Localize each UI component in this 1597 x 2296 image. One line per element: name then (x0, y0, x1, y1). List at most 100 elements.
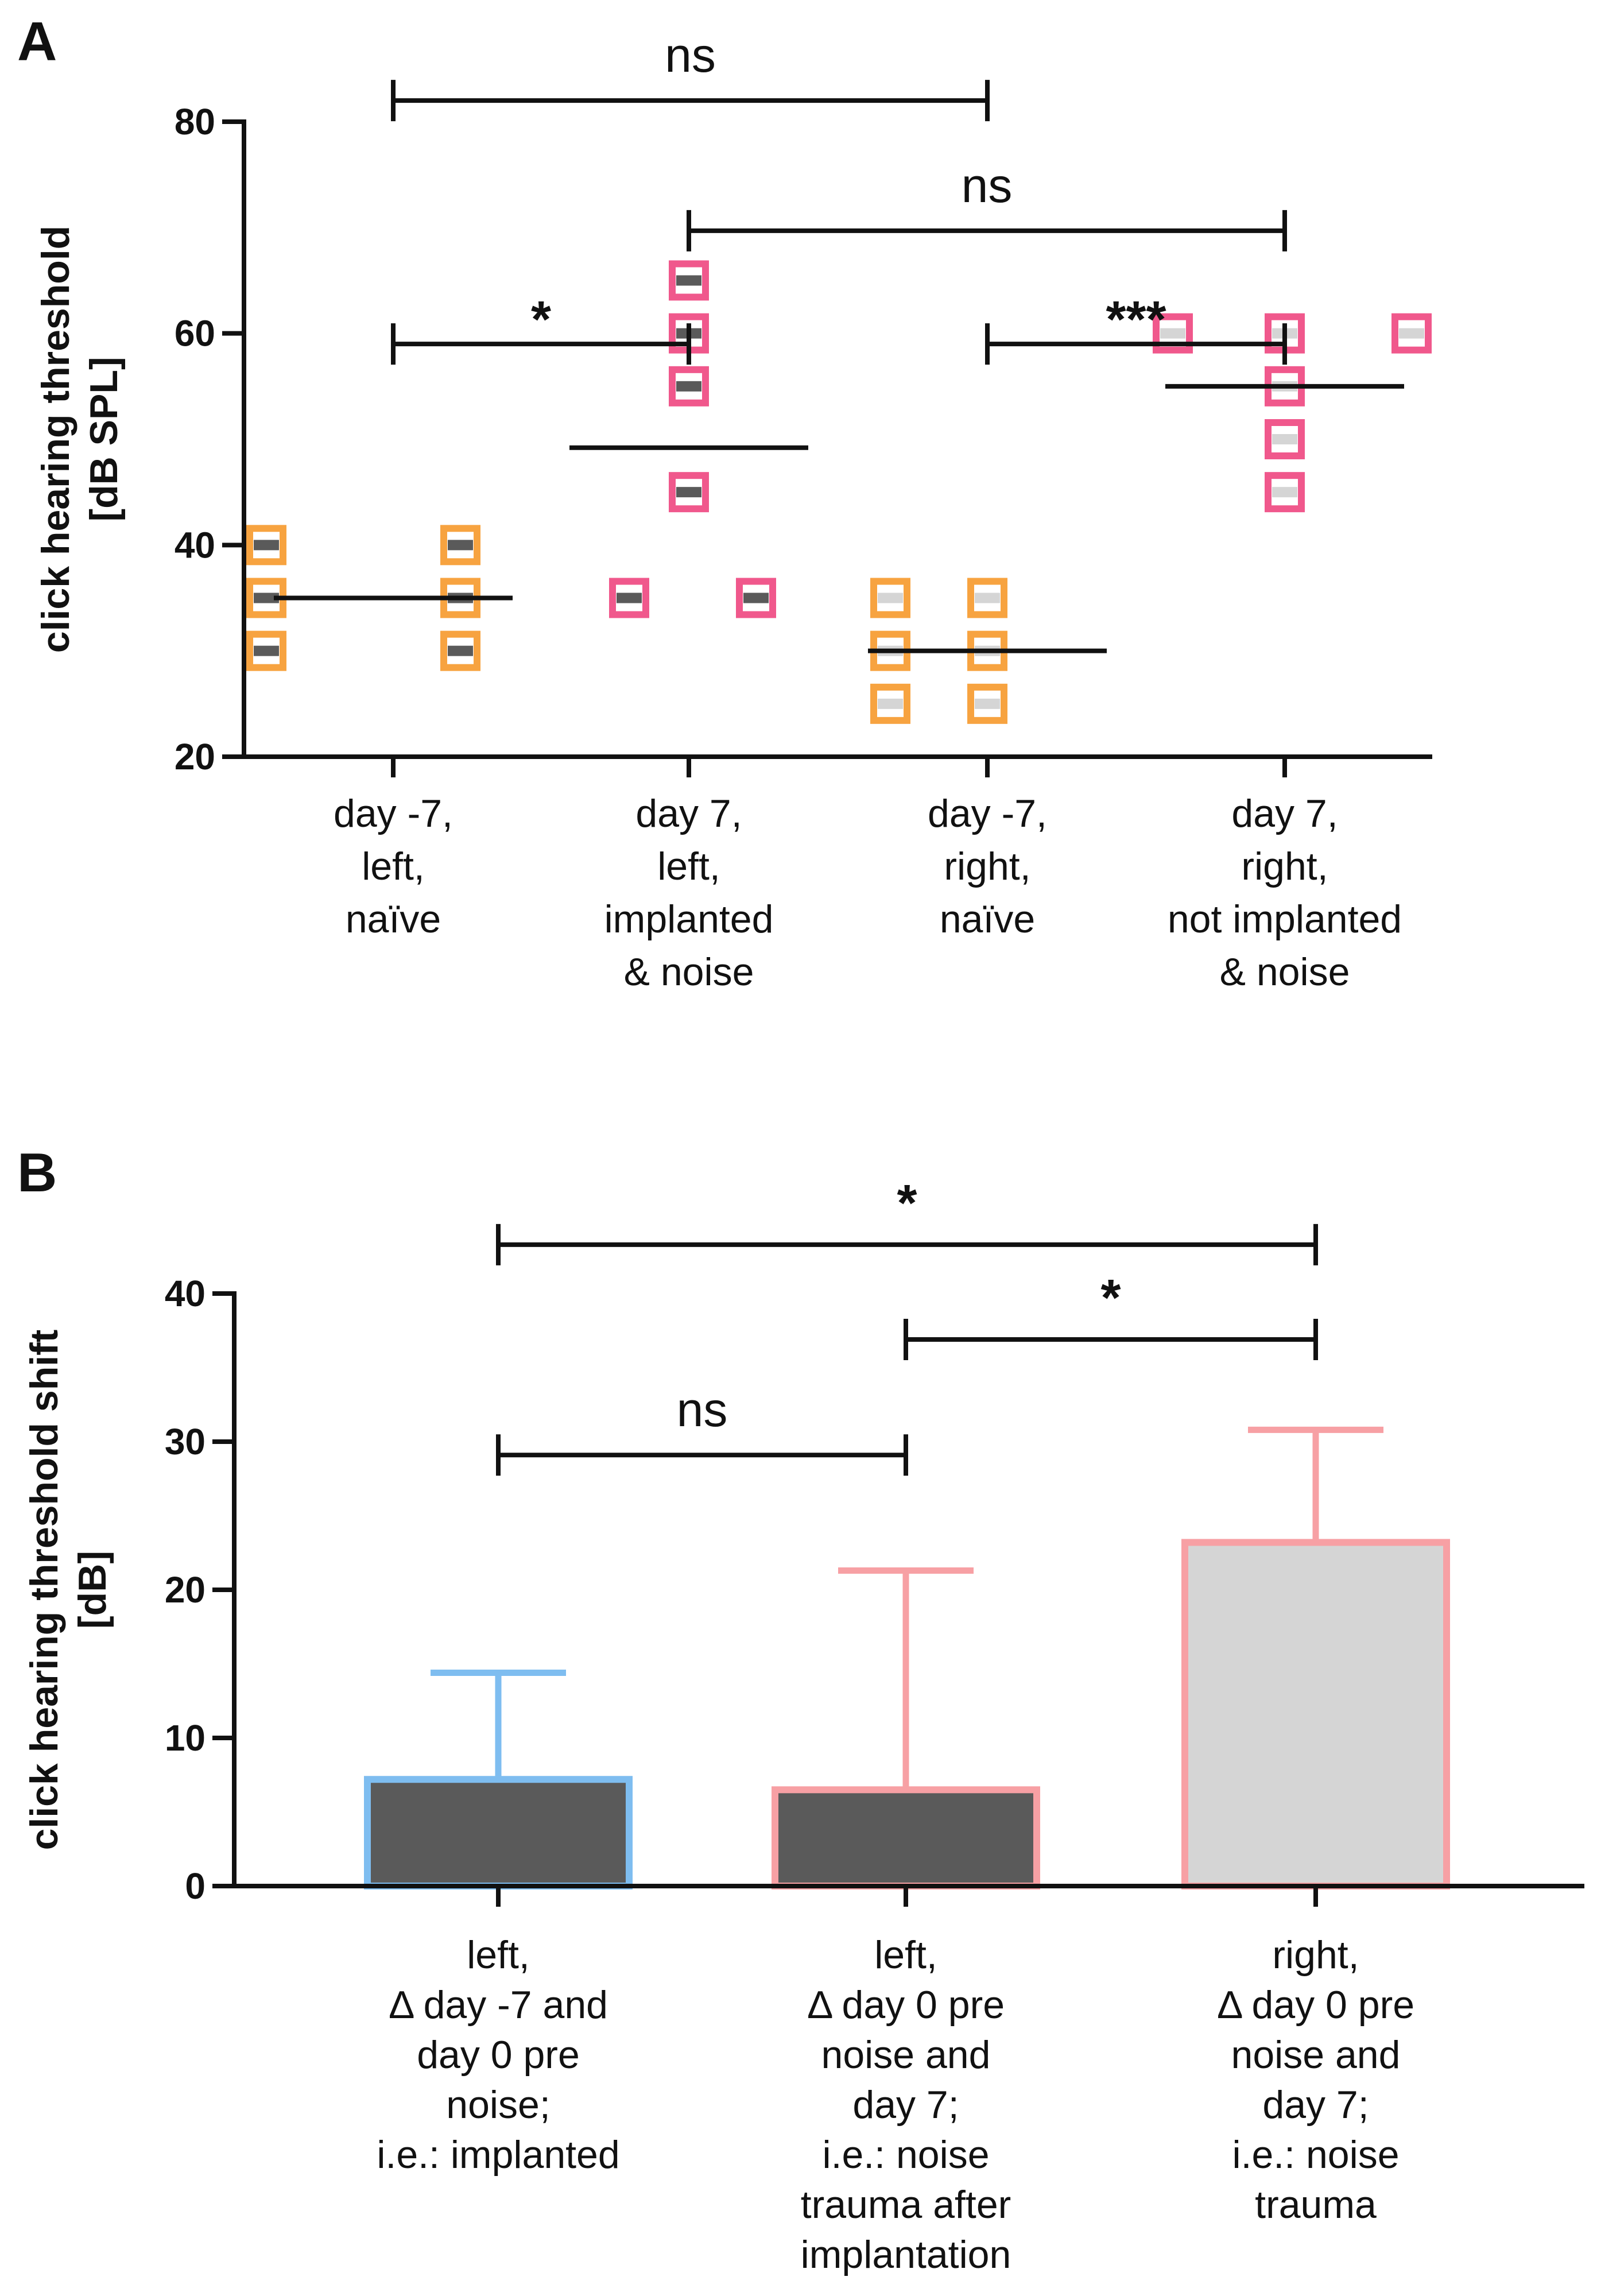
data-point-fill (448, 540, 473, 551)
significance-label: ns (665, 28, 716, 82)
data-point-fill (878, 593, 903, 603)
category-label-line: & noise (1220, 950, 1350, 994)
data-point-fill (975, 593, 1000, 603)
category-label-line: not implanted (1168, 897, 1402, 941)
data-point-fill (254, 593, 279, 603)
significance-label: * (897, 1175, 917, 1232)
y-tick-label: 10 (165, 1717, 206, 1759)
data-point (1265, 472, 1305, 513)
category-label-line: & noise (624, 950, 754, 994)
y-axis-title-line: [dB SPL] (82, 357, 126, 521)
category-label-line: i.e.: implanted (377, 2133, 619, 2177)
category-label-line: right, (1241, 845, 1328, 888)
data-point-fill (676, 275, 701, 286)
data-point (669, 472, 709, 513)
category-label-line: left, (467, 1933, 530, 1977)
data-point-fill (1399, 328, 1424, 339)
category-label: day 7, right, not implanted & noise (1168, 792, 1402, 994)
category-label-line: Δ day 0 pre (1217, 1983, 1414, 2027)
category-label-line: day 7; (852, 2083, 959, 2127)
data-point-fill (254, 540, 279, 551)
category-label: right, Δ day 0 pre noise and day 7; i.e.: no… (1217, 1933, 1414, 2227)
significance-label: *** (1106, 291, 1166, 349)
data-point (967, 683, 1007, 724)
category-label-line: implantation (801, 2233, 1011, 2276)
data-point-fill (1272, 434, 1297, 444)
data-point (440, 630, 480, 671)
panel-letter: B (17, 1142, 57, 1203)
panel-a-chart: A 20 40 60 80 click hearing threshold [dB SPL]… (17, 11, 1432, 994)
data-point (246, 525, 286, 566)
significance-label: * (531, 291, 551, 349)
category-label-line: noise and (821, 2033, 991, 2077)
y-tick-label: 20 (165, 1569, 206, 1610)
data-point-fill (617, 593, 642, 603)
category-label-line: right, (1272, 1933, 1359, 1977)
category-label-line: left, (657, 845, 720, 888)
data-point (1391, 313, 1432, 354)
category-label-line: Δ day -7 and (389, 1983, 608, 2027)
category-label-line: left, (362, 845, 425, 888)
data-point (1153, 313, 1193, 354)
y-tick-label: 40 (175, 524, 215, 566)
category-label-line: trauma after (801, 2183, 1011, 2227)
data-point (967, 578, 1007, 618)
y-tick-label: 80 (175, 101, 215, 142)
data-point (669, 366, 709, 406)
y-tick-label: 0 (185, 1865, 206, 1907)
bar (1181, 1539, 1450, 1890)
y-tick-label: 20 (175, 736, 215, 777)
panel-letter: A (17, 11, 57, 72)
y-axis-title-line: click hearing threshold (34, 226, 77, 653)
category-label-line: implanted (604, 897, 774, 941)
y-tick-label: 40 (165, 1273, 206, 1314)
category-label: day -7, right, naïve (928, 792, 1047, 941)
category-label-line: naïve (940, 897, 1035, 941)
significance-label: ns (962, 158, 1013, 212)
significance-label: ns (677, 1383, 728, 1437)
bar (364, 1776, 633, 1890)
data-point-fill (975, 698, 1000, 709)
y-tick-label: 60 (175, 313, 215, 354)
data-point-fill (448, 645, 473, 656)
data-point-fill (676, 381, 701, 392)
category-label-line: trauma (1255, 2183, 1377, 2227)
data-point-fill (743, 593, 769, 603)
category-label-line: noise and (1231, 2033, 1401, 2077)
category-label-line: day 7; (1262, 2083, 1369, 2127)
category-label-line: right, (944, 845, 1030, 888)
bar (772, 1786, 1040, 1890)
category-label: day 7, left, implanted & noise (604, 792, 774, 994)
data-point (736, 578, 776, 618)
data-point (870, 683, 910, 724)
data-point (440, 525, 480, 566)
category-label: left, Δ day 0 pre noise and day 7; i.e.: noi… (801, 1933, 1011, 2276)
y-axis-title-line: click hearing threshold shift (22, 1330, 66, 1850)
data-point-fill (254, 645, 279, 656)
panel-b-chart: B 0 10 20 30 40 click hearing threshold shift[… (17, 1142, 1584, 2276)
category-label-line: day -7, (928, 792, 1047, 835)
data-point-fill (676, 487, 701, 498)
category-label-line: day 7, (1231, 792, 1338, 835)
data-point (870, 578, 910, 618)
data-point-fill (1160, 328, 1185, 339)
data-point-fill (1272, 487, 1297, 498)
y-axis-title-line: [dB] (71, 1551, 114, 1629)
y-axis-title: click hearing threshold [dB SPL] (34, 226, 126, 653)
category-label-line: i.e.: noise (1232, 2133, 1399, 2177)
data-point-fill (878, 698, 903, 709)
category-label-line: i.e.: noise (822, 2133, 989, 2177)
category-label-line: naïve (346, 897, 441, 941)
y-tick-label: 30 (165, 1421, 206, 1462)
data-point (669, 260, 709, 301)
category-label-line: day 0 pre (417, 2033, 580, 2077)
data-point (609, 578, 649, 618)
category-label-line: left, (874, 1933, 937, 1977)
category-label-line: day -7, (334, 792, 453, 835)
significance-label: * (1100, 1269, 1121, 1327)
category-label-line: Δ day 0 pre (807, 1983, 1005, 2027)
data-point (246, 630, 286, 671)
y-axis-title: click hearing threshold shift [dB] (22, 1330, 114, 1850)
category-label: day -7, left, naïve (334, 792, 453, 941)
